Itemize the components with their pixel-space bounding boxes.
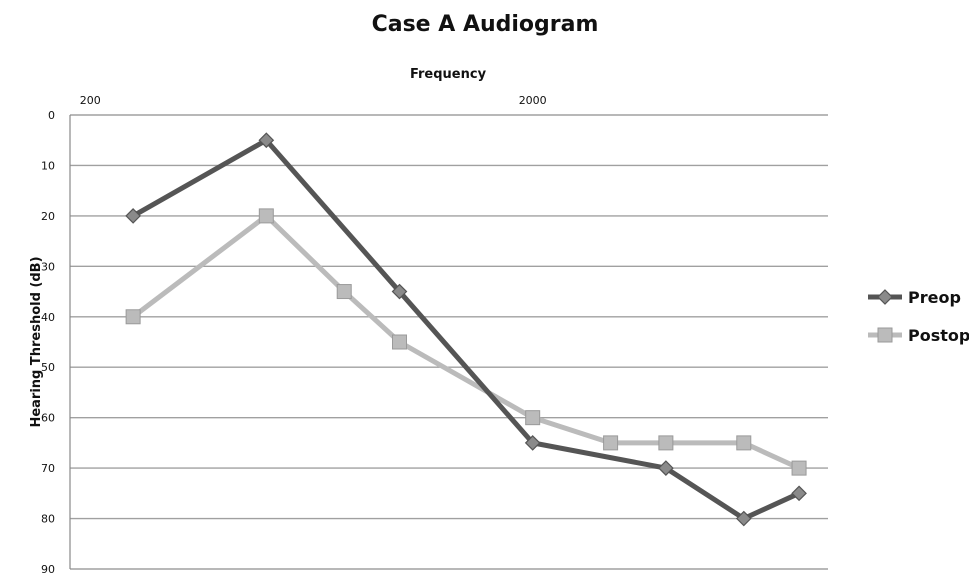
data-point xyxy=(336,284,352,300)
data-point xyxy=(125,309,141,325)
data-point xyxy=(791,460,807,476)
data-point xyxy=(877,289,893,305)
series-preop xyxy=(125,132,807,527)
data-point xyxy=(735,510,752,527)
data-point xyxy=(658,460,674,476)
chart-title: Case A Audiogram xyxy=(372,12,599,37)
legend-label: Postop xyxy=(908,326,969,345)
y-tick-label: 10 xyxy=(41,159,55,172)
y-tick-label: 80 xyxy=(41,513,55,526)
legend-label: Preop xyxy=(908,288,961,307)
y-tick-label: 40 xyxy=(41,311,55,324)
x-axis-title: Frequency xyxy=(410,67,487,82)
data-point xyxy=(258,132,275,149)
legend-item-postop: Postop xyxy=(868,326,969,345)
data-point xyxy=(877,327,893,343)
x-tick-label: 200 xyxy=(80,94,101,107)
y-tick-label: 30 xyxy=(41,260,55,273)
series-line xyxy=(131,137,801,522)
data-point xyxy=(391,283,408,300)
series-line xyxy=(131,213,801,471)
y-tick-label: 60 xyxy=(41,412,55,425)
legend: Preop Postop xyxy=(868,288,969,345)
x-tick-label: 2000 xyxy=(519,94,547,107)
data-point xyxy=(525,410,541,426)
y-tick-label: 90 xyxy=(41,563,55,575)
series-postop xyxy=(125,208,807,476)
data-point xyxy=(524,435,541,451)
data-point xyxy=(603,435,619,451)
data-point xyxy=(736,435,752,451)
legend-item-preop: Preop xyxy=(868,288,961,307)
x-axis-ticks: 200 2000 xyxy=(80,94,547,107)
y-axis-title: Hearing Threshold (dB) xyxy=(29,256,44,427)
series-layer xyxy=(125,132,807,527)
data-point xyxy=(392,334,408,350)
y-tick-label: 50 xyxy=(41,361,55,374)
y-tick-label: 20 xyxy=(41,210,55,223)
data-point xyxy=(658,435,674,451)
y-tick-label: 70 xyxy=(41,462,55,475)
y-axis-ticks: 0 10 20 30 40 50 60 70 80 90 xyxy=(41,109,55,575)
data-point xyxy=(258,208,274,224)
y-tick-label: 0 xyxy=(48,109,55,122)
data-point xyxy=(125,208,141,224)
gridlines xyxy=(69,114,828,570)
data-point xyxy=(791,485,807,502)
